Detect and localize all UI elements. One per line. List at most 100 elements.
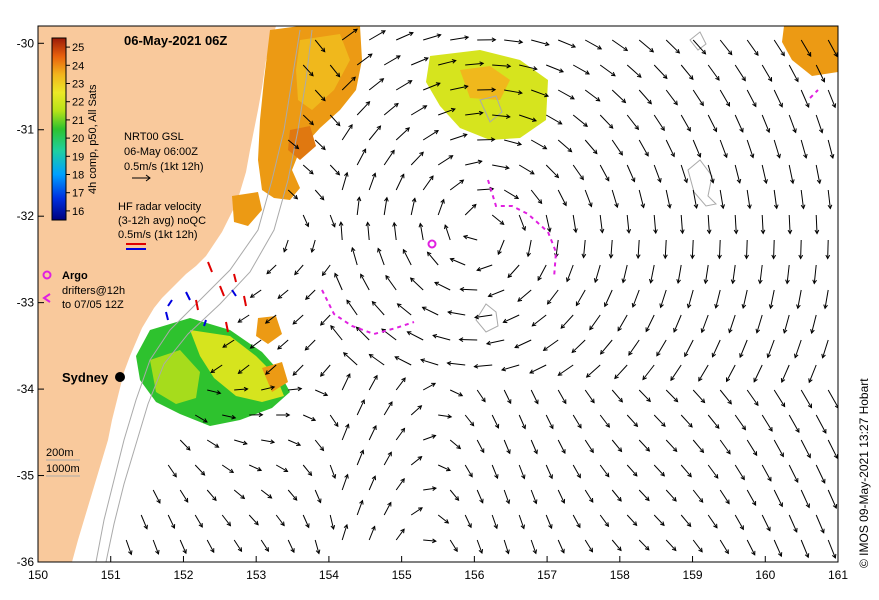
current-vector-head	[642, 375, 647, 381]
current-vector	[599, 64, 616, 77]
current-vector	[529, 364, 547, 374]
current-vector-head	[451, 59, 457, 64]
current-vector	[653, 414, 666, 427]
current-vector-head	[717, 254, 722, 260]
current-vector	[531, 39, 549, 46]
current-vector-head	[766, 353, 772, 359]
current-vector	[704, 264, 709, 284]
current-vector	[238, 364, 250, 374]
current-vector	[368, 173, 376, 191]
current-vector	[653, 514, 665, 526]
current-vector-head	[491, 37, 497, 43]
current-vector-head	[785, 279, 790, 285]
current-vector	[329, 514, 335, 530]
plot-frame	[37, 25, 839, 563]
current-vector-head	[531, 117, 538, 122]
current-vector	[410, 277, 424, 291]
current-vector-head	[319, 446, 325, 452]
current-vector	[320, 364, 331, 377]
current-vector-head	[805, 503, 810, 509]
current-vector-head	[554, 173, 560, 179]
current-vector	[746, 539, 756, 556]
colorbar-tick-label: 20	[72, 133, 84, 145]
current-vector	[545, 214, 551, 232]
current-vector-head	[747, 204, 752, 210]
current-vector	[394, 356, 412, 366]
current-vector-head	[577, 423, 582, 429]
current-vector-head	[319, 195, 325, 201]
current-vector-head	[726, 449, 731, 455]
current-vector-head	[712, 127, 718, 133]
current-vector	[670, 364, 682, 381]
current-vector	[788, 114, 797, 133]
current-vector	[600, 339, 613, 355]
x-tick-label: 153	[246, 568, 266, 582]
current-vector	[314, 489, 322, 503]
x-tick-label: 154	[319, 568, 339, 582]
current-vector	[329, 164, 340, 176]
current-vector	[584, 389, 595, 403]
current-vector-head	[673, 327, 678, 333]
current-vector-head	[537, 199, 543, 205]
current-vector-head	[645, 447, 651, 452]
current-vector	[622, 264, 628, 283]
current-vector	[329, 114, 341, 126]
current-vector-head	[505, 499, 511, 505]
current-vector	[572, 414, 582, 429]
current-vector	[788, 414, 800, 433]
current-vector-head	[388, 401, 393, 407]
current-vector-head	[500, 366, 506, 372]
current-vector	[423, 487, 437, 491]
current-vector-head	[384, 196, 389, 202]
current-vector-head	[714, 303, 719, 309]
current-vector	[626, 414, 638, 427]
current-vector	[302, 514, 310, 528]
current-vector	[800, 139, 807, 159]
current-vector	[491, 214, 505, 225]
current-vector	[464, 514, 472, 528]
current-vector-head	[560, 324, 566, 329]
colorbar-tick-label: 24	[72, 60, 84, 72]
current-vector-head	[394, 356, 400, 361]
current-vector-head	[711, 352, 717, 358]
y-tick-label: -30	[17, 36, 35, 50]
current-vector	[368, 125, 381, 141]
current-vector	[367, 222, 370, 241]
current-vector-head	[477, 159, 483, 165]
current-vector-head	[371, 525, 376, 531]
current-vector-head	[185, 446, 191, 451]
current-vector	[503, 439, 511, 454]
current-vector-head	[214, 443, 220, 448]
hf-scale-arrow-icon	[126, 243, 146, 250]
current-vector	[377, 248, 385, 266]
current-vector-head	[487, 292, 493, 298]
current-vector	[179, 439, 191, 451]
current-vector-head	[532, 499, 538, 505]
current-vector	[739, 339, 748, 358]
current-vector	[437, 464, 451, 471]
current-vector	[728, 314, 736, 333]
current-vector-head	[617, 496, 622, 502]
current-vector	[537, 264, 547, 281]
argo-float-marker	[427, 239, 437, 249]
current-vector	[343, 352, 358, 366]
current-vector	[504, 89, 522, 94]
current-vector-head	[833, 454, 838, 460]
current-vector-head	[346, 373, 351, 379]
current-vector-head	[626, 229, 632, 234]
current-vector	[265, 364, 277, 375]
current-vector-head	[531, 321, 537, 327]
current-vector	[314, 139, 326, 150]
colorbar-tick-label: 25	[72, 42, 84, 54]
current-vector-head	[794, 478, 799, 483]
current-vector	[638, 539, 650, 551]
current-vector-head	[610, 71, 616, 77]
current-vector-head	[720, 204, 726, 210]
current-vector-head	[462, 133, 468, 138]
current-vector-head	[739, 127, 744, 133]
current-vector	[773, 189, 778, 209]
current-vector-head	[700, 398, 706, 404]
current-vector-head	[780, 402, 786, 408]
current-vector-head	[494, 423, 500, 429]
current-vector-head	[698, 376, 703, 382]
